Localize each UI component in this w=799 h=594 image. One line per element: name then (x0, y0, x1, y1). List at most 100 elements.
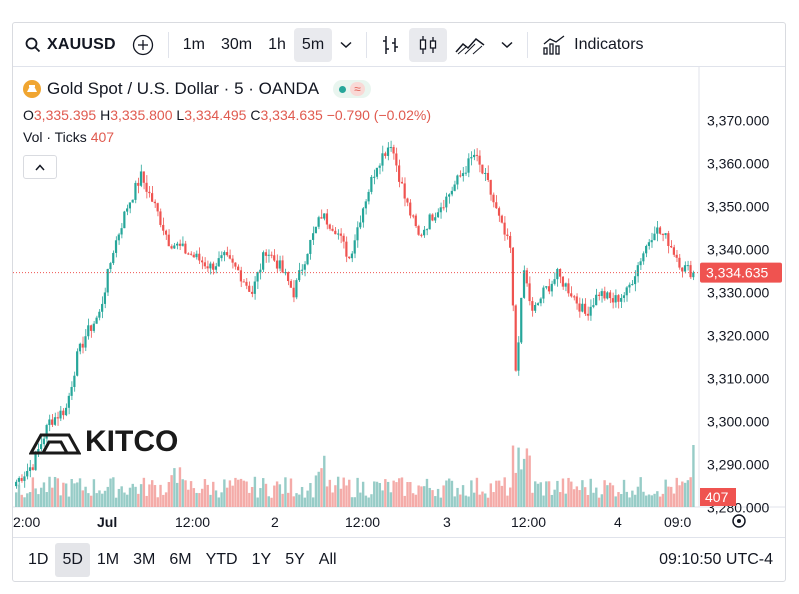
candle (170, 246, 173, 249)
volume-bar (503, 477, 506, 507)
candle (239, 270, 243, 282)
candle (164, 230, 168, 235)
volume-bar (678, 485, 681, 507)
market-status-badge[interactable]: ≈ (333, 80, 371, 98)
range-5y[interactable]: 5Y (285, 550, 305, 568)
candle (531, 301, 534, 311)
collapse-legend-button[interactable] (23, 155, 57, 179)
interval-1m[interactable]: 1m (182, 35, 205, 53)
candle (311, 233, 315, 240)
candle (331, 228, 334, 231)
volume-bar (56, 478, 60, 507)
candle (248, 285, 251, 292)
symbol-search-button[interactable]: XAUUSD (13, 28, 124, 62)
candle (320, 217, 323, 219)
kitco-logo-mark (29, 433, 81, 455)
candle (467, 158, 470, 173)
range-ytd[interactable]: YTD (205, 550, 238, 568)
interval-dropdown[interactable] (332, 28, 360, 62)
volume-bar (386, 481, 390, 507)
volume-bar (617, 492, 620, 507)
candle (445, 196, 448, 208)
candle (353, 240, 356, 254)
candle (447, 194, 451, 197)
volume-bar (364, 495, 368, 507)
gold-coin-icon (23, 80, 41, 98)
volume-bar (342, 477, 345, 507)
candle (664, 233, 667, 236)
volume-bar (650, 495, 653, 507)
price-chart[interactable]: 3,370.000 3,360.000 3,350.000 3,340.000 3,33… (13, 67, 785, 539)
volume-bar (436, 488, 440, 507)
volume-bar (456, 487, 459, 507)
volume-bar (459, 494, 462, 507)
candle (328, 224, 331, 229)
volume-bar (270, 497, 273, 507)
volume-bar (114, 497, 118, 507)
volume-bar (98, 490, 101, 507)
interval-1h[interactable]: 1h (268, 35, 286, 53)
range-all[interactable]: All (318, 550, 337, 568)
volume-bar (381, 490, 384, 507)
candles-style-button[interactable] (409, 27, 448, 62)
interval-5m[interactable]: 5m (293, 27, 333, 62)
interval-30m[interactable]: 30m (221, 35, 253, 53)
candle (270, 254, 273, 256)
volume-bar (384, 479, 387, 507)
bar-style-button[interactable] (373, 28, 409, 62)
candle (592, 305, 595, 307)
range-1d[interactable]: 1D (28, 550, 49, 568)
timezone-clock[interactable]: 09:10:50 UTC-4 (659, 550, 773, 568)
range-5d[interactable]: 5D (55, 542, 90, 577)
candle (281, 260, 284, 273)
candle (642, 253, 645, 262)
volume-bar (514, 472, 517, 507)
candle (114, 240, 118, 253)
compare-symbol-button[interactable] (124, 28, 162, 62)
candle (250, 291, 254, 294)
volume-bar (106, 486, 109, 507)
volume-bar (389, 492, 393, 507)
volume-bar (589, 478, 592, 507)
range-3m[interactable]: 3M (133, 550, 156, 568)
candle (495, 202, 498, 209)
candle (400, 181, 403, 184)
candle (403, 183, 406, 199)
candle (639, 261, 642, 266)
candle (525, 270, 528, 284)
range-1y[interactable]: 1Y (251, 550, 272, 568)
top-toolbar: XAUUSD 1m 30m 1h 5m Indicators (13, 23, 785, 67)
candle (373, 176, 376, 178)
candle (48, 419, 51, 426)
volume-bar (639, 477, 642, 507)
high-value: 3,335.800 (110, 107, 173, 123)
volume-bar (622, 479, 626, 507)
candle (509, 236, 512, 248)
close-label: C (250, 107, 261, 123)
indicators-button[interactable]: Indicators (534, 28, 651, 62)
candle (23, 476, 26, 481)
volume-bar (439, 497, 443, 507)
chart-style-dropdown[interactable] (493, 28, 521, 62)
volume-bar (228, 480, 232, 507)
range-6m[interactable]: 6M (169, 550, 192, 568)
area-style-button[interactable] (447, 28, 493, 62)
candle (314, 226, 317, 234)
candle (484, 172, 487, 174)
price-tick-label: 3,300.000 (707, 414, 769, 430)
candle (534, 304, 537, 311)
candle (203, 262, 206, 267)
volume-bar (159, 484, 162, 507)
candle (489, 180, 492, 195)
volume-bar (345, 485, 348, 507)
candle (678, 257, 681, 268)
range-1m[interactable]: 1M (96, 550, 120, 568)
volume-bar (692, 445, 695, 507)
candle (500, 215, 503, 223)
volume-bar (636, 486, 640, 507)
last-price-marker (700, 262, 782, 283)
candle (606, 292, 609, 299)
candle (117, 234, 120, 241)
volume-bar (500, 485, 504, 507)
volume-bar (212, 481, 215, 507)
